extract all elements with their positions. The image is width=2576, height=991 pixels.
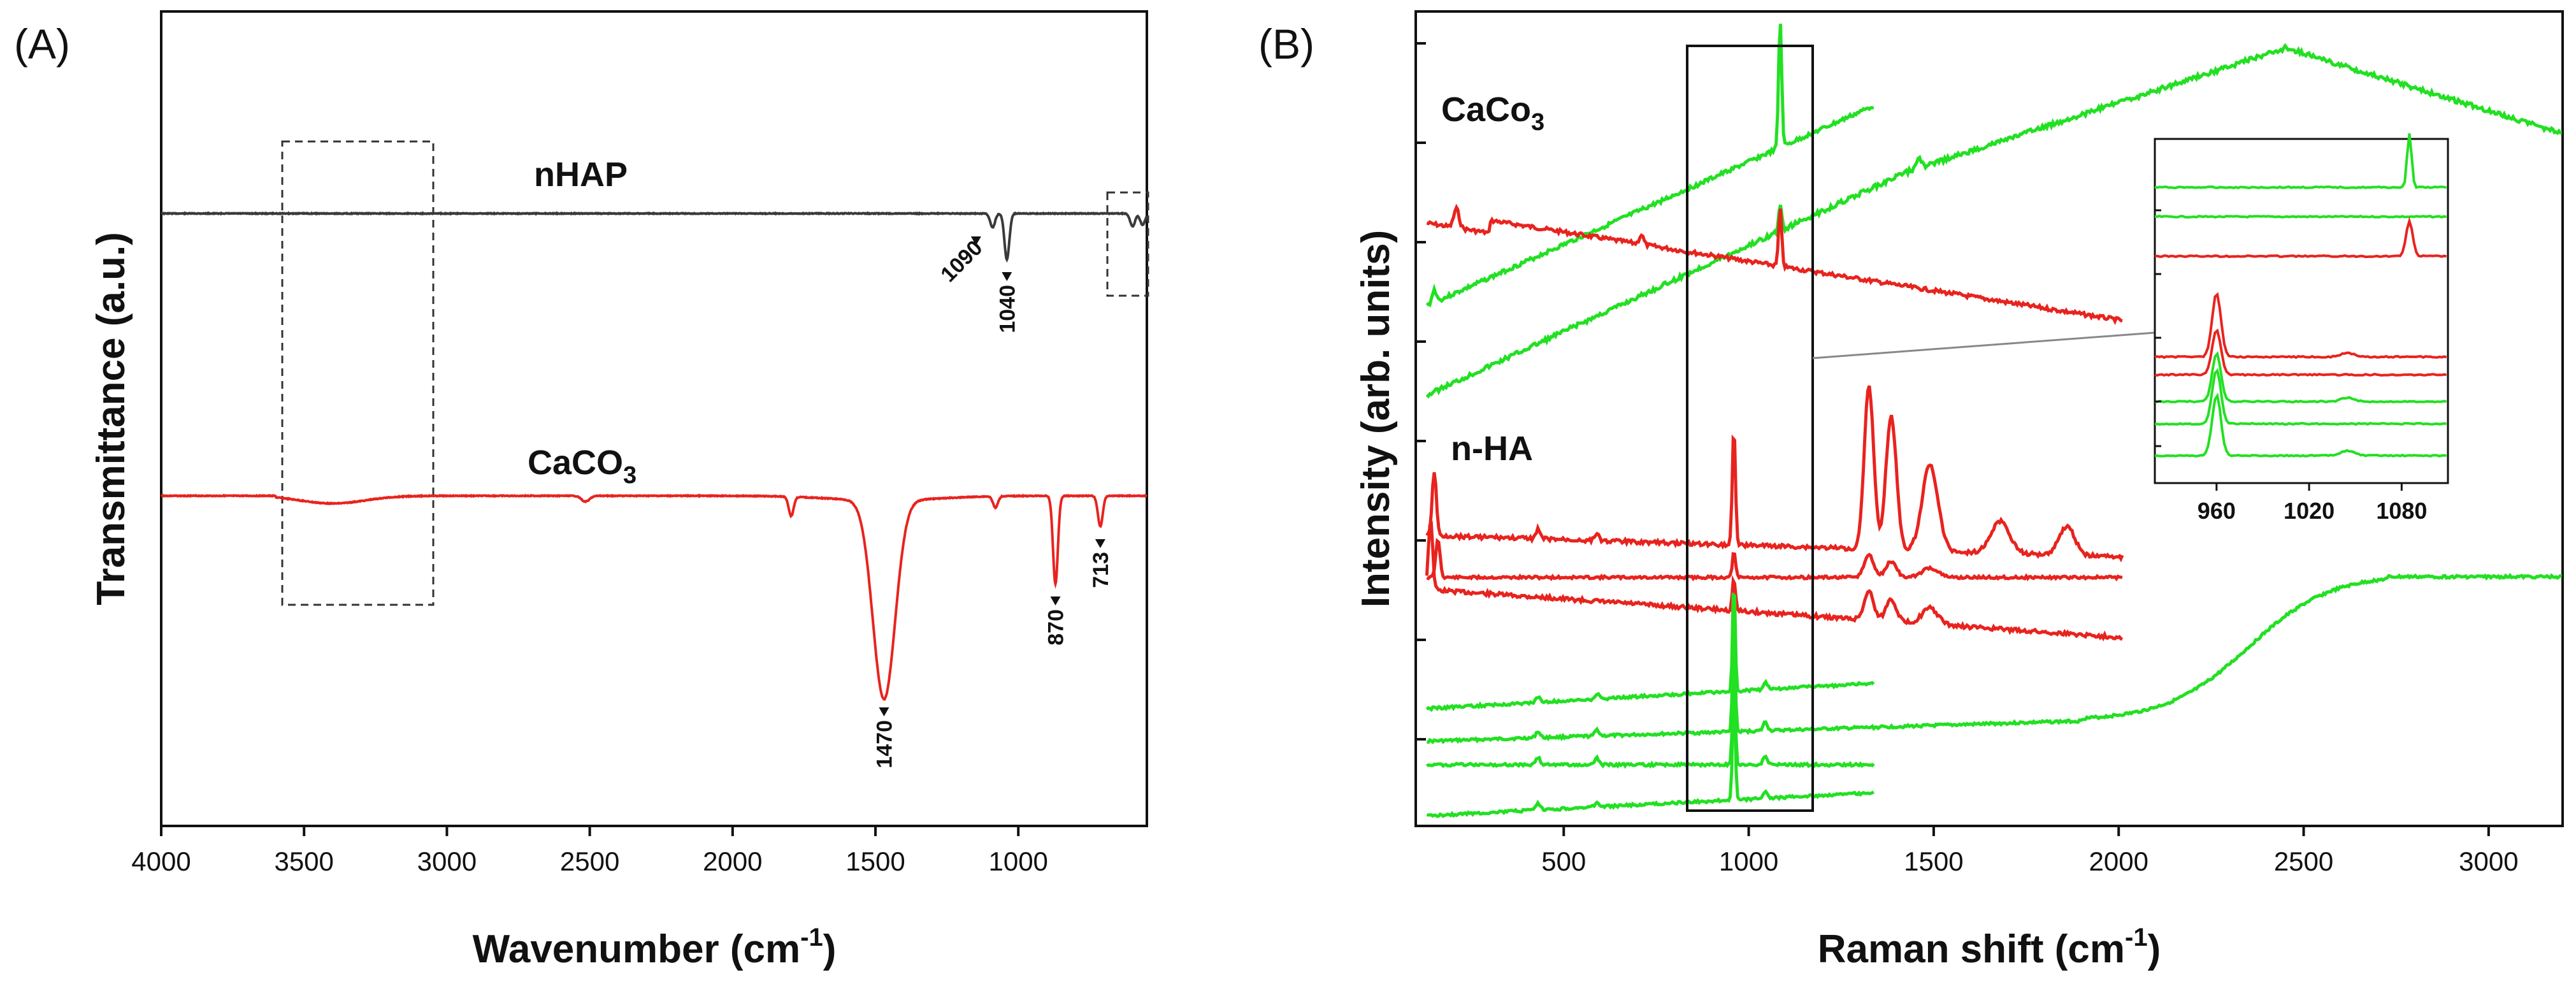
inset-spectrum-nha-r2 — [2154, 328, 2447, 377]
inset-connector — [1812, 331, 2155, 359]
x-tick-label: 2500 — [560, 846, 619, 876]
panel-b-spectra — [1425, 24, 2563, 818]
x-tick-label: 4000 — [131, 846, 191, 876]
x-tick-label: 2000 — [2089, 846, 2148, 876]
panel-b-x-ticks: 500 1000 1500 2000 2500 3000 — [1541, 826, 2519, 876]
peak-label-1470: 1470 — [872, 720, 896, 769]
group-label-nha: n-HA — [1451, 430, 1533, 468]
peak-arrow — [1002, 272, 1012, 281]
spectrum-caco3-green-b — [1425, 43, 2563, 399]
inset-spectrum-caco3-r — [2154, 216, 2447, 259]
inset-spectrum-nha-g2 — [2154, 368, 2447, 426]
x-tick-label: 3000 — [417, 846, 477, 876]
panel-a-x-axis-title: Wavenumber (cm-1) — [473, 923, 837, 971]
panel-a-frame — [160, 10, 1148, 827]
peak-label-870: 870 — [1044, 609, 1069, 646]
series-label-caco3: CaCO3 — [528, 444, 637, 489]
peak-label-1090: 1090 — [936, 236, 987, 287]
panel-b-plot: 500 1000 1500 2000 2500 3000 CaCo3 n-HA 960 10… — [1414, 10, 2564, 876]
spectrum-nha-red-a — [1425, 385, 2124, 563]
panel-b-letter: (B) — [1258, 20, 1314, 68]
group-label-caco3: CaCo3 — [1441, 90, 1544, 136]
spectrum-nha-red-c — [1425, 521, 2123, 642]
inset-spectrum-nha-g3 — [2154, 392, 2447, 458]
peak-arrow — [879, 707, 889, 716]
inset-x-tick-label: 1020 — [2284, 498, 2335, 524]
spectrum-nha-green-d — [1426, 691, 1875, 818]
x-tick-label: 1000 — [988, 846, 1047, 876]
spectrum-caco3-green-a — [1425, 24, 1874, 308]
panel-a-x-ticks: 4000 3500 3000 2500 2000 1500 1000 — [131, 826, 1048, 876]
panel-a-dashed-box-oh — [281, 140, 435, 606]
spectrum-nha-red-b — [1426, 538, 2123, 582]
spectrum-nha-green-a — [1425, 592, 1875, 713]
panel-a-plot: 4000 3500 3000 2500 2000 1500 1000 nHAP CaCO3 … — [131, 10, 1149, 876]
panel-a-dashed-box-low — [1106, 191, 1149, 297]
panel-a-y-axis-title: Transmittance (a.u.) — [89, 232, 133, 605]
series-line-caco3 — [161, 493, 1148, 701]
x-tick-label: 500 — [1541, 846, 1586, 876]
inset-spectrum-caco3-g2 — [2154, 214, 2447, 219]
inset-x-tick-label: 1080 — [2376, 498, 2427, 524]
x-tick-label: 2000 — [703, 846, 762, 876]
panel-b-x-axis-title: Raman shift (cm-1) — [1818, 923, 2161, 971]
peak-arrow — [1095, 539, 1105, 548]
peak-label-1040: 1040 — [995, 285, 1019, 333]
x-tick-label: 3000 — [2459, 846, 2518, 876]
series-line-nhap — [161, 211, 1148, 263]
peak-label-713: 713 — [1089, 552, 1113, 588]
panel-b-highlight-box — [1686, 45, 1814, 812]
panel-b-y-ticks — [1416, 42, 1426, 741]
inset: 960 1020 1080 — [2154, 133, 2449, 524]
spectrum-nha-green-b — [1427, 573, 2563, 744]
inset-frame — [2154, 138, 2449, 484]
panel-b-y-axis-title: Intensity (arb. units) — [1354, 230, 1398, 607]
peak-arrow — [970, 236, 981, 245]
peak-arrow — [1050, 597, 1061, 605]
inset-spectrum-nha-r1 — [2154, 292, 2447, 359]
x-tick-label: 1000 — [1719, 846, 1778, 876]
inset-x-ticks: 960 1020 1080 — [2155, 209, 2427, 524]
x-tick-label: 3500 — [274, 846, 333, 876]
spectrum-caco3-red — [1426, 203, 2123, 326]
inset-spectra — [2154, 133, 2447, 458]
x-tick-label: 1500 — [1904, 846, 1963, 876]
panel-a-letter: (A) — [14, 20, 70, 68]
series-label-nhap: nHAP — [534, 156, 628, 194]
inset-spectrum-nha-g1 — [2154, 351, 2447, 404]
inset-spectrum-caco3-g1 — [2154, 133, 2447, 190]
spectrum-nha-green-c — [1426, 662, 1875, 769]
x-tick-label: 2500 — [2274, 846, 2333, 876]
panel-b-frame — [1414, 10, 2564, 827]
x-tick-label: 1500 — [845, 846, 905, 876]
inset-x-tick-label: 960 — [2198, 498, 2236, 524]
